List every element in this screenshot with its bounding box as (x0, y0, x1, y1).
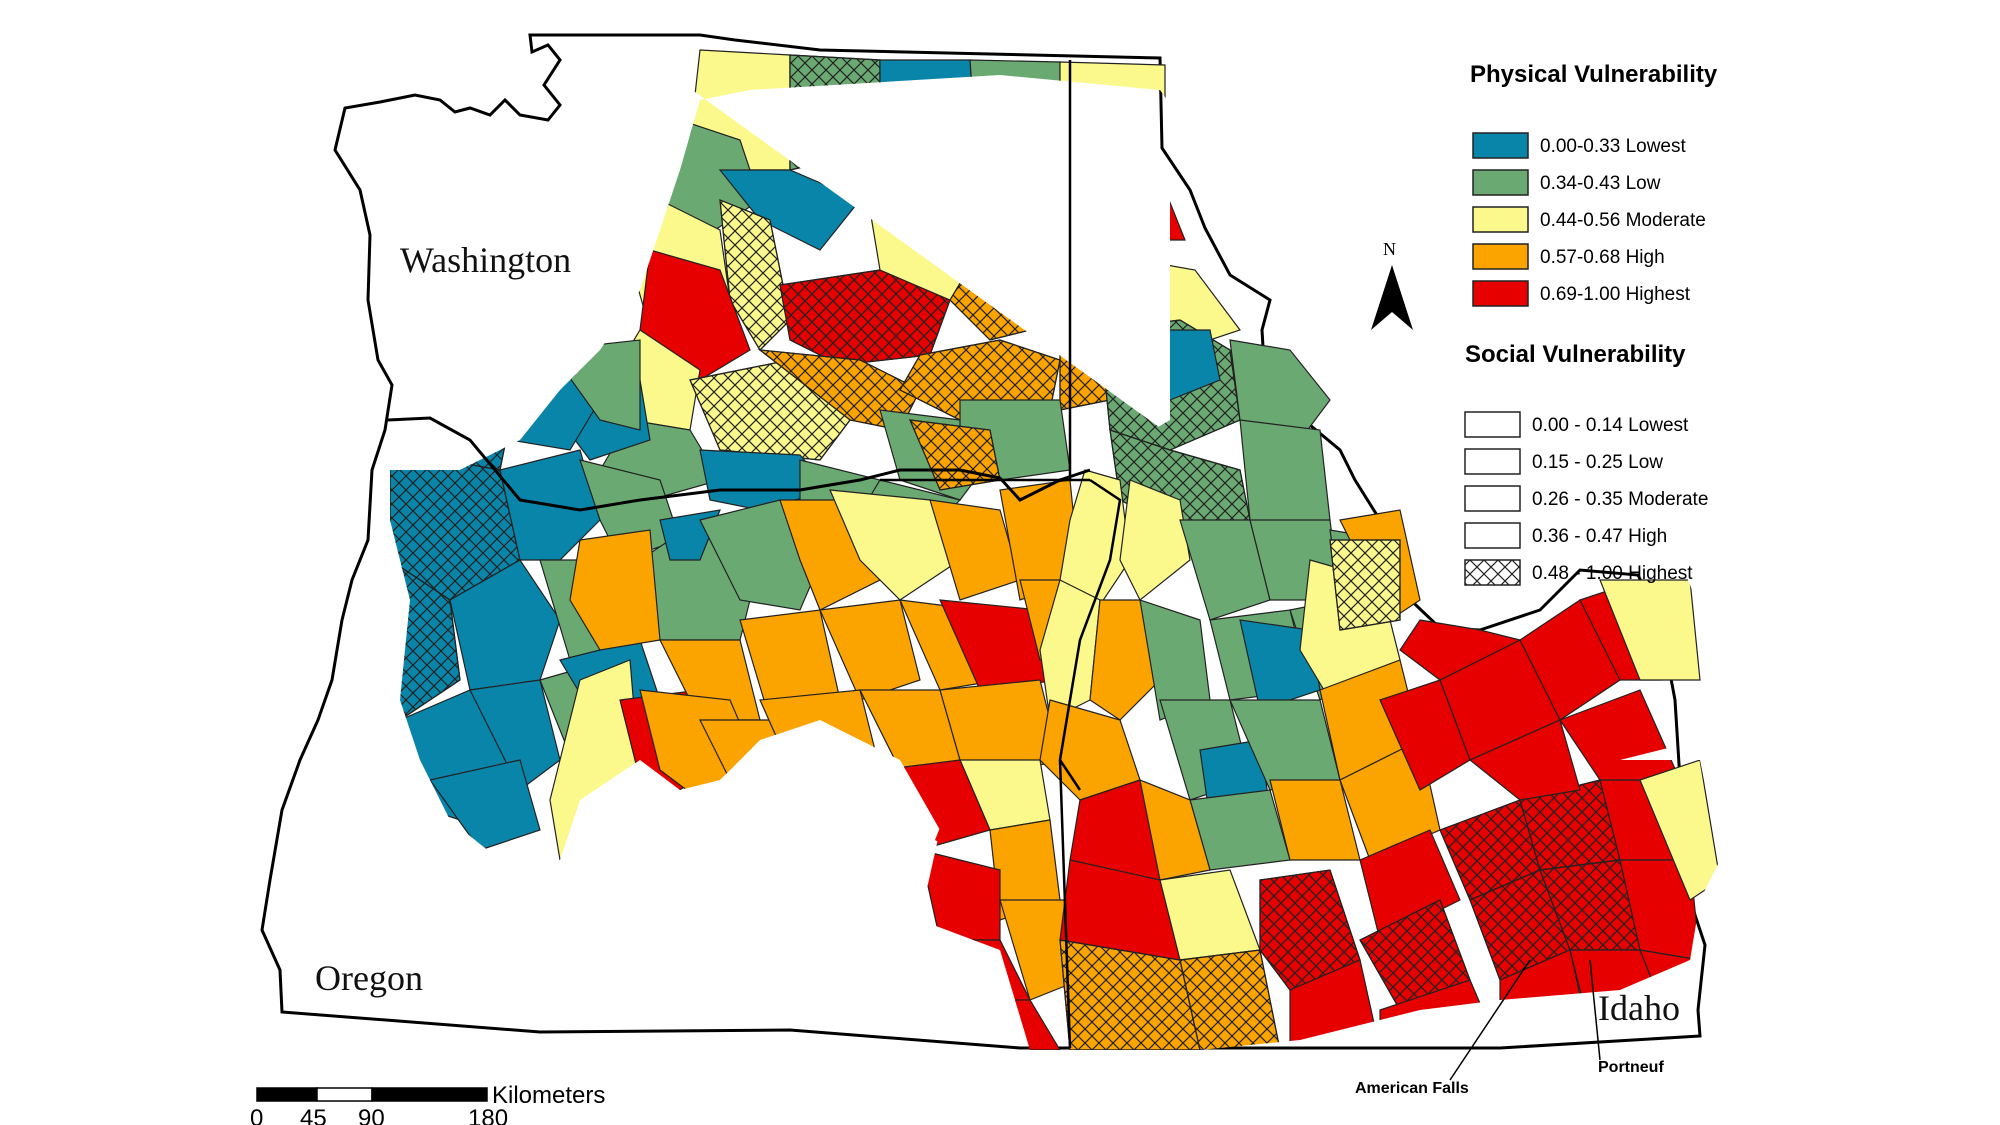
social-legend-label: 0.15 - 0.25 Low (1532, 452, 1663, 473)
physical-legend-title: Physical Vulnerability (1470, 61, 1718, 88)
physical-legend-swatch (1472, 206, 1529, 233)
social-vulnerability-legend: Social Vulnerability 0.00 - 0.14 Lowest 0… (1464, 341, 1708, 586)
scale-bar-unit: Kilometers (492, 1082, 605, 1109)
physical-legend-label: 0.69-1.00 Highest (1540, 284, 1691, 305)
scale-bar-segment (316, 1087, 373, 1102)
state-label-idaho: Idaho (1598, 988, 1680, 1028)
physical-legend-swatch (1472, 243, 1529, 270)
social-legend-swatch (1464, 559, 1521, 586)
physical-legend-swatch (1472, 169, 1529, 196)
state-label-washington: Washington (400, 240, 571, 280)
basin (449, 559, 561, 691)
physical-legend-swatch (1472, 132, 1529, 159)
basin (569, 529, 661, 651)
social-legend-title: Social Vulnerability (1465, 341, 1686, 368)
scale-bar-tick: 45 (300, 1105, 327, 1125)
basin (1599, 579, 1701, 681)
watershed-basins (390, 49, 1720, 1050)
basin (719, 199, 791, 351)
basin (819, 599, 921, 701)
social-legend-label: 0.48 - 1.00 Highest (1532, 563, 1693, 584)
social-legend-swatch (1464, 485, 1521, 512)
physical-legend-label: 0.57-0.68 High (1540, 247, 1665, 268)
scale-bar-segment (256, 1087, 318, 1102)
social-legend-label: 0.00 - 0.14 Lowest (1532, 415, 1689, 436)
physical-legend-label: 0.44-0.56 Moderate (1540, 210, 1706, 231)
basin (1119, 479, 1191, 601)
basin (718, 169, 861, 251)
callout-portneuf: Portneuf (1598, 1059, 1664, 1076)
basin (639, 249, 751, 381)
basin (428, 759, 541, 851)
physical-legend-swatch (1472, 280, 1529, 307)
basin (1059, 939, 1201, 1050)
scale-bar-tick: 0 (250, 1105, 263, 1125)
physical-legend-label: 0.00-0.33 Lowest (1540, 136, 1686, 157)
scale-bar-segment (371, 1087, 488, 1102)
callout-leader-american-falls (1449, 959, 1531, 1081)
basin (1329, 539, 1401, 631)
physical-vulnerability-legend: Physical Vulnerability 0.00-0.33 Lowest 0… (1470, 61, 1718, 307)
north-arrow: N (1371, 239, 1413, 330)
social-legend-label: 0.26 - 0.35 Moderate (1532, 489, 1708, 510)
columbia-river (387, 416, 1091, 512)
callout-leader-portneuf (1589, 959, 1601, 1061)
scale-bar-tick: 90 (358, 1105, 385, 1125)
basin (1089, 599, 1161, 721)
scale-bar: Kilometers 0 45 90 180 (250, 1082, 605, 1125)
basin (1639, 759, 1720, 901)
basin (1229, 339, 1331, 441)
social-legend-swatch (1464, 522, 1521, 549)
basin (829, 489, 961, 601)
basin (1399, 619, 1522, 681)
north-arrow-label: N (1383, 239, 1396, 259)
physical-legend-label: 0.34-0.43 Low (1540, 173, 1661, 194)
callout-american-falls: American Falls (1355, 1080, 1469, 1097)
basin (1468, 719, 1581, 801)
social-legend-label: 0.36 - 0.47 High (1532, 526, 1667, 547)
oregon-idaho-border (1058, 759, 1072, 1049)
social-legend-swatch (1464, 448, 1521, 475)
scale-bar-tick: 180 (468, 1105, 508, 1125)
basin (1179, 949, 1281, 1050)
social-legend-swatch (1464, 411, 1521, 438)
state-label-oregon: Oregon (315, 958, 423, 998)
north-arrow-icon (1371, 265, 1413, 330)
